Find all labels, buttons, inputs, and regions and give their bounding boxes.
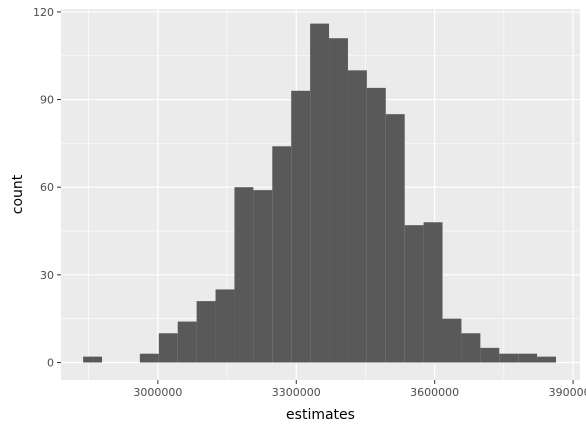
x-tick-label: 3300000 [272, 386, 321, 399]
histogram-bar [253, 190, 273, 363]
y-tick-label: 0 [47, 356, 54, 369]
y-tick-label: 120 [33, 6, 54, 19]
histogram-bar [291, 90, 311, 363]
histogram-bar [442, 318, 462, 363]
histogram-bar [139, 353, 159, 363]
y-tick-label: 90 [40, 94, 54, 107]
y-axis-title: count [10, 174, 26, 214]
histogram-bar [499, 353, 519, 363]
histogram-bar [518, 353, 538, 363]
histogram-bar [158, 333, 178, 363]
histogram-bar [461, 333, 481, 363]
x-axis-ticks: 3000000 3300000 3600000 3900000 [133, 380, 586, 399]
histogram-bar [423, 222, 443, 363]
x-axis-title: estimates [286, 407, 355, 423]
x-tick-label: 3000000 [133, 386, 182, 399]
histogram-bar [347, 70, 367, 363]
histogram-bar [310, 23, 330, 363]
histogram-bar [366, 87, 386, 363]
histogram-bars [83, 23, 557, 363]
histogram-bar [404, 225, 424, 363]
histogram-bar [215, 289, 235, 363]
x-tick-label: 3900000 [549, 386, 586, 399]
histogram-bar [480, 347, 500, 363]
histogram-bar [83, 356, 103, 363]
histogram-bar [177, 321, 197, 363]
histogram-bar [537, 356, 557, 363]
y-tick-label: 60 [40, 181, 54, 194]
histogram-bar [385, 114, 405, 363]
y-axis-ticks: 0 30 60 90 120 [33, 6, 61, 369]
histogram-bar [234, 187, 254, 363]
x-tick-label: 3600000 [410, 386, 459, 399]
histogram-bar [329, 38, 348, 363]
histogram-bar [272, 146, 292, 363]
histogram-bar [196, 301, 216, 363]
y-tick-label: 30 [40, 269, 54, 282]
